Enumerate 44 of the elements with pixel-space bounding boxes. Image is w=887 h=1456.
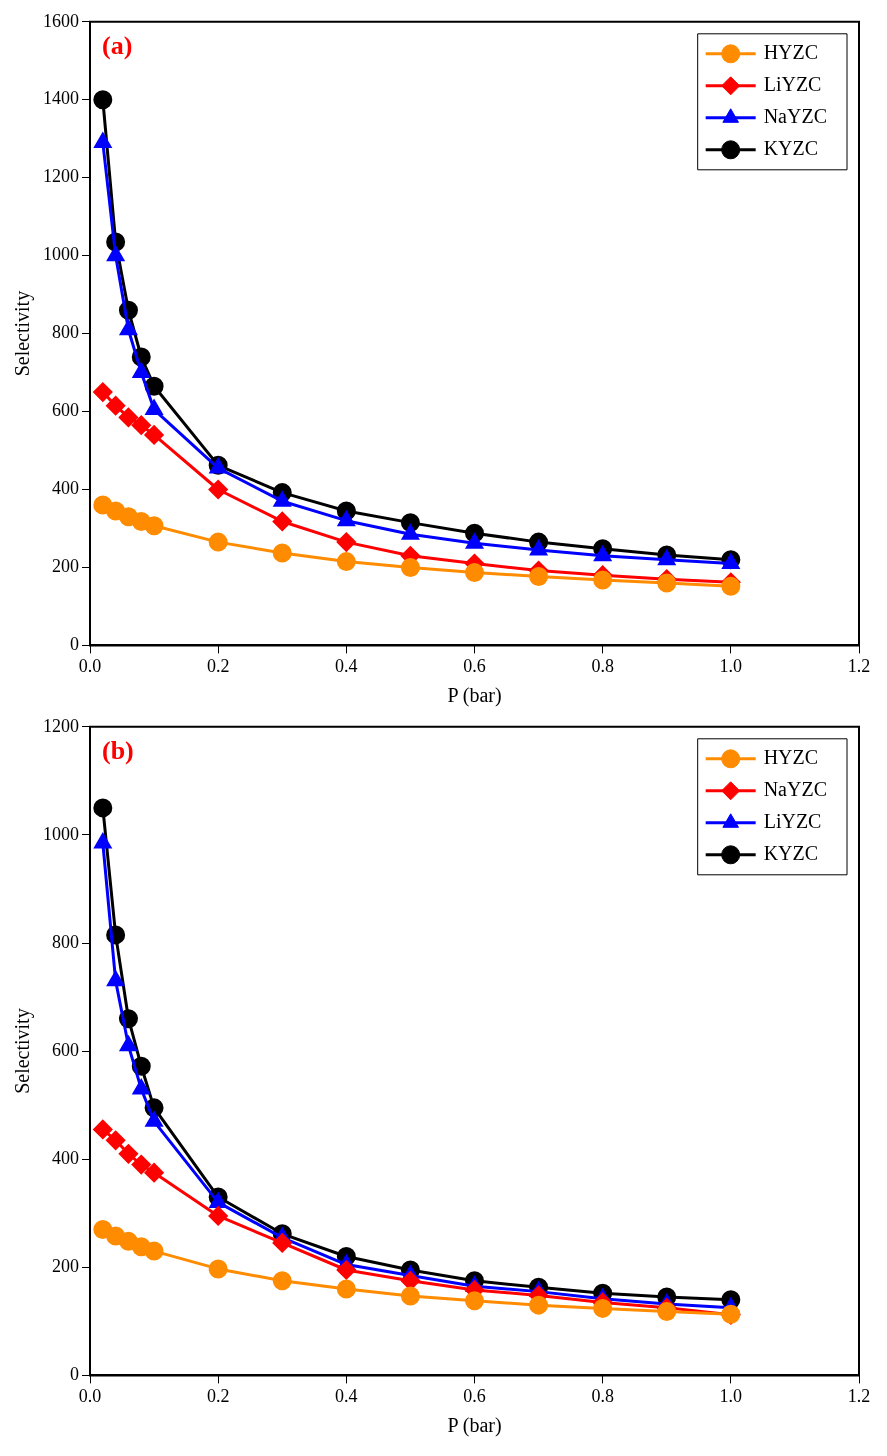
legend-label: LiYZC: [763, 73, 822, 96]
x-axis-title: P (bar): [447, 684, 502, 708]
x-tick-label: 1.2: [847, 655, 871, 676]
text: 1.0: [719, 655, 743, 676]
legend-label: NaYZC: [763, 105, 828, 128]
y-tick-label: 1200: [43, 166, 79, 187]
text: 0.0: [78, 655, 102, 676]
y-tick-label: 400: [52, 1147, 79, 1168]
y-tick-label: 800: [52, 931, 79, 952]
annotation: (a): [102, 30, 133, 60]
y-tick-label: 200: [52, 556, 79, 577]
y-axis-title: Selectivity: [11, 290, 35, 377]
x-tick-label: 0.8: [591, 1385, 614, 1406]
y-axis-title: Selectivity: [11, 1008, 35, 1094]
x-tick-label: 0.6: [463, 1385, 486, 1406]
text: 1.0: [719, 1385, 743, 1406]
text: 0.0: [78, 1385, 102, 1406]
y-tick-label: 1600: [43, 10, 79, 31]
x-tick-label: 0.6: [463, 655, 486, 676]
y-tick-label: 0: [70, 1364, 79, 1385]
x-axis-title: P (bar): [447, 1414, 502, 1438]
x-tick-label: 0.4: [335, 1385, 358, 1406]
legend-label: LiYZC: [763, 810, 822, 833]
x-tick-label: 0.2: [206, 1385, 230, 1406]
annotation: (b): [102, 735, 134, 765]
x-tick-label: 0.2: [206, 655, 230, 676]
y-tick-label: 1400: [43, 88, 79, 109]
legend-label: NaYZC: [763, 778, 828, 801]
y-tick-label: 0: [70, 634, 79, 655]
y-tick-label: 1000: [43, 823, 79, 844]
y-tick-label: 200: [52, 1256, 79, 1277]
x-tick-label: 1.2: [847, 1385, 871, 1406]
y-tick-label: 400: [52, 478, 79, 499]
legend-label: HYZC: [763, 746, 819, 769]
legend-label: KYZC: [763, 842, 819, 865]
y-tick-label: 600: [52, 1039, 79, 1060]
x-tick-label: 0.8: [591, 655, 614, 676]
x-tick-label: 0.4: [335, 655, 358, 676]
y-tick-label: 1200: [43, 715, 79, 736]
y-tick-label: 800: [52, 322, 79, 343]
legend-label: HYZC: [763, 41, 819, 64]
y-tick-label: 600: [52, 400, 79, 421]
y-tick-label: 1000: [43, 244, 79, 265]
legend-label: KYZC: [763, 137, 819, 160]
